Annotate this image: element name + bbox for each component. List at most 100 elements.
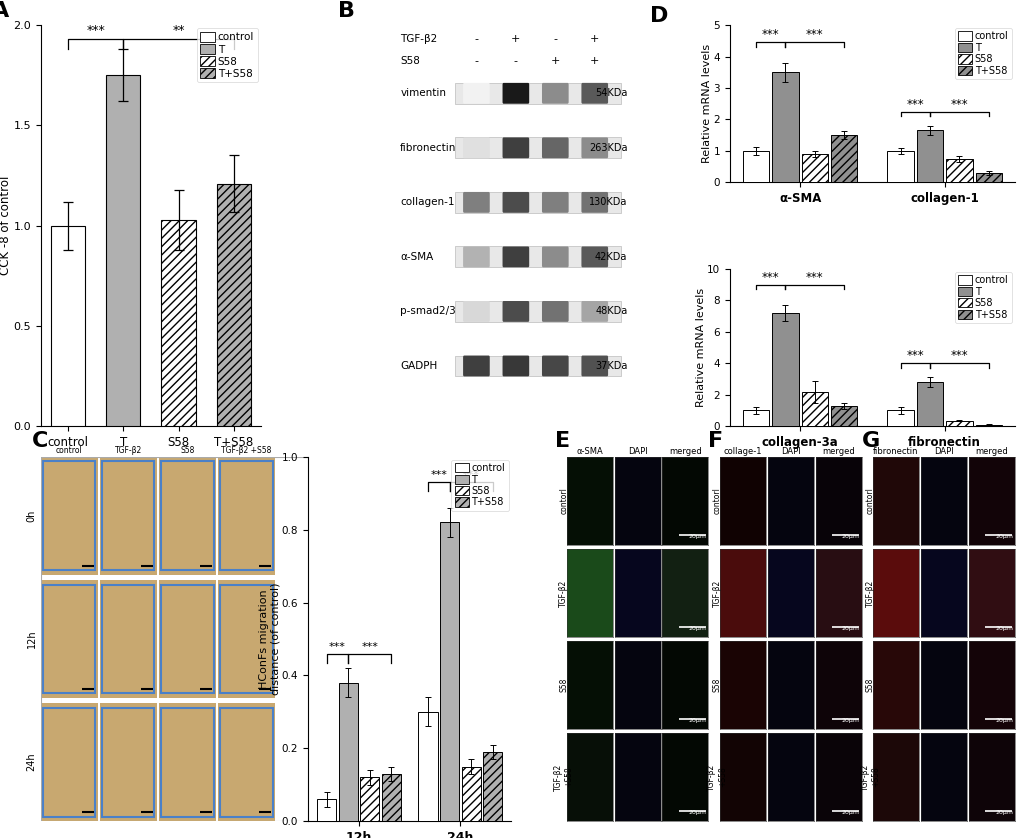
Text: ***: *** [463,470,479,480]
FancyBboxPatch shape [463,192,489,213]
Text: 20μm: 20μm [995,718,1012,723]
Bar [360,778,379,821]
FancyBboxPatch shape [541,83,568,104]
Text: 20μm: 20μm [688,534,706,539]
Bar [771,72,798,183]
Title: α-SMA: α-SMA [576,447,602,456]
Bar [483,752,501,821]
Title: DAPI: DAPI [627,447,647,456]
Text: +: + [589,34,599,44]
Text: 20μm: 20μm [841,810,859,815]
Text: ***: *** [761,271,779,283]
Bar [801,154,827,183]
FancyBboxPatch shape [454,192,620,213]
Bar [462,767,480,821]
Text: A: A [0,1,9,21]
FancyBboxPatch shape [581,192,607,213]
Y-axis label: 12h: 12h [26,629,37,649]
Y-axis label: TGF-β2: TGF-β2 [712,579,720,607]
Text: +: + [589,56,599,66]
FancyBboxPatch shape [502,301,529,322]
Text: p-smad2/3: p-smad2/3 [399,307,455,317]
Text: collagen-1: collagen-1 [399,198,454,207]
Bar [381,773,400,821]
Text: 54KDa: 54KDa [594,88,627,98]
Text: 20μm: 20μm [995,626,1012,631]
Text: ***: *** [805,28,823,42]
FancyBboxPatch shape [541,137,568,158]
Text: fibronectin: fibronectin [399,142,457,153]
Y-axis label: contorl: contorl [558,488,568,515]
Text: -: - [514,56,518,66]
Title: fibronectin: fibronectin [872,447,918,456]
Bar [161,220,196,426]
Y-axis label: Relative mRNA levels: Relative mRNA levels [701,44,711,163]
Bar [974,173,1001,183]
Y-axis label: S58: S58 [712,678,720,692]
Title: DAPI: DAPI [933,447,953,456]
Legend: control, T, S58, T+S58: control, T, S58, T+S58 [954,272,1011,323]
Y-axis label: TGF-β2
+S58: TGF-β2 +S58 [860,763,879,790]
Text: ***: *** [950,349,967,362]
Text: -: - [474,34,478,44]
Y-axis label: contorl: contorl [712,488,720,515]
Bar [946,421,971,426]
Text: 48KDa: 48KDa [594,307,627,317]
Bar [742,411,768,426]
Bar [439,522,459,821]
Title: control: control [56,447,83,455]
FancyBboxPatch shape [454,301,620,322]
Title: TGF-β2 +S58: TGF-β2 +S58 [221,447,271,455]
Title: merged: merged [974,447,1007,456]
Y-axis label: CCK -8 of control: CCK -8 of control [0,176,12,276]
Text: S58: S58 [399,56,420,66]
Text: TGF-β2: TGF-β2 [399,34,437,44]
FancyBboxPatch shape [463,83,489,104]
Text: ***: *** [329,642,345,652]
Text: -: - [552,34,556,44]
Text: B: B [337,1,355,21]
Bar [338,683,358,821]
FancyBboxPatch shape [502,246,529,267]
Text: 20μm: 20μm [841,534,859,539]
Y-axis label: 24h: 24h [26,753,37,771]
Text: G: G [861,432,879,451]
Text: +: + [511,34,520,44]
Y-axis label: HConFs migration
distance (of control): HConFs migration distance (of control) [259,582,280,696]
Text: ***: *** [361,642,378,652]
Bar [801,391,827,426]
Text: 20μm: 20μm [688,626,706,631]
FancyBboxPatch shape [581,301,607,322]
Legend: control, T, S58, T+S58: control, T, S58, T+S58 [197,28,258,82]
Bar [916,131,943,183]
FancyBboxPatch shape [454,83,620,104]
Text: 20μm: 20μm [995,534,1012,539]
Text: 42KDa: 42KDa [594,252,627,262]
Text: ***: *** [430,470,446,480]
FancyBboxPatch shape [541,246,568,267]
Text: -: - [474,56,478,66]
Bar [830,406,857,426]
Y-axis label: 0h: 0h [26,510,37,522]
Bar [916,382,943,426]
Text: GADPH: GADPH [399,361,437,371]
Y-axis label: TGF-β2
+S58: TGF-β2 +S58 [553,763,573,790]
Text: F: F [708,432,722,451]
Bar [887,151,913,183]
Bar [106,75,141,426]
FancyBboxPatch shape [581,246,607,267]
FancyBboxPatch shape [463,137,489,158]
Title: TGF-β2: TGF-β2 [114,447,142,455]
Text: ***: *** [87,24,105,37]
FancyBboxPatch shape [463,355,489,376]
Text: 20μm: 20μm [995,810,1012,815]
Text: ***: *** [906,349,923,362]
Text: ***: *** [761,28,779,42]
Title: collage-1: collage-1 [722,447,761,456]
Bar [317,799,336,821]
Bar [742,151,768,183]
Title: S58: S58 [180,447,195,455]
Y-axis label: S58: S58 [865,678,874,692]
FancyBboxPatch shape [541,355,568,376]
Text: vimentin: vimentin [399,88,446,98]
